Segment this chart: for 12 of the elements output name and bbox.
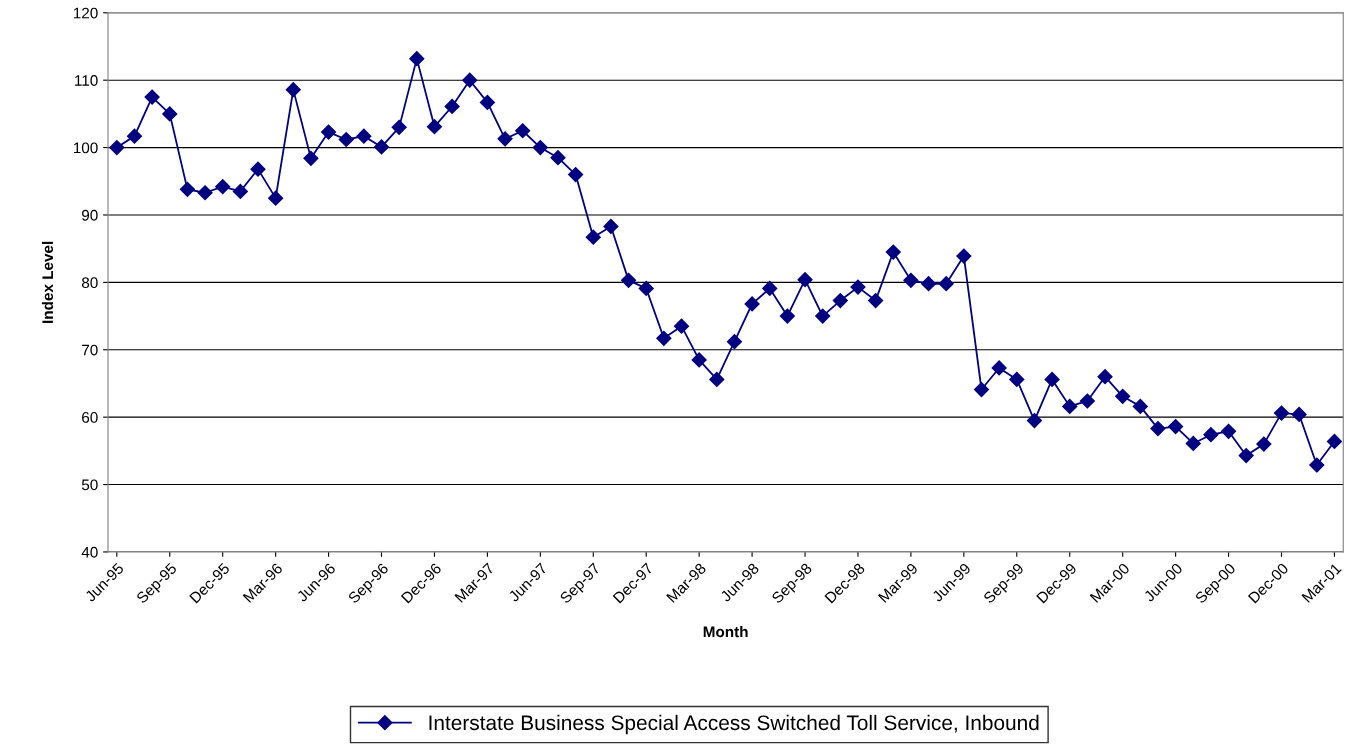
y-tick-label: 70	[82, 344, 98, 356]
y-tick-label: 120	[73, 7, 98, 19]
y-tick-label: 100	[73, 142, 98, 154]
y-tick-label: 60	[82, 412, 98, 423]
y-axis-title: Index Level	[41, 241, 54, 323]
legend-label: Interstate Business Special Access Switched Toll Service, Inbound	[429, 714, 1039, 735]
x-axis-title: Month	[703, 626, 748, 638]
y-tick-label: 80	[81, 277, 98, 289]
y-tick-label: 40	[81, 546, 98, 558]
y-tick-label: 50	[81, 479, 98, 491]
y-tick-label: 90	[82, 209, 98, 221]
y-tick-label: 110	[75, 75, 98, 86]
